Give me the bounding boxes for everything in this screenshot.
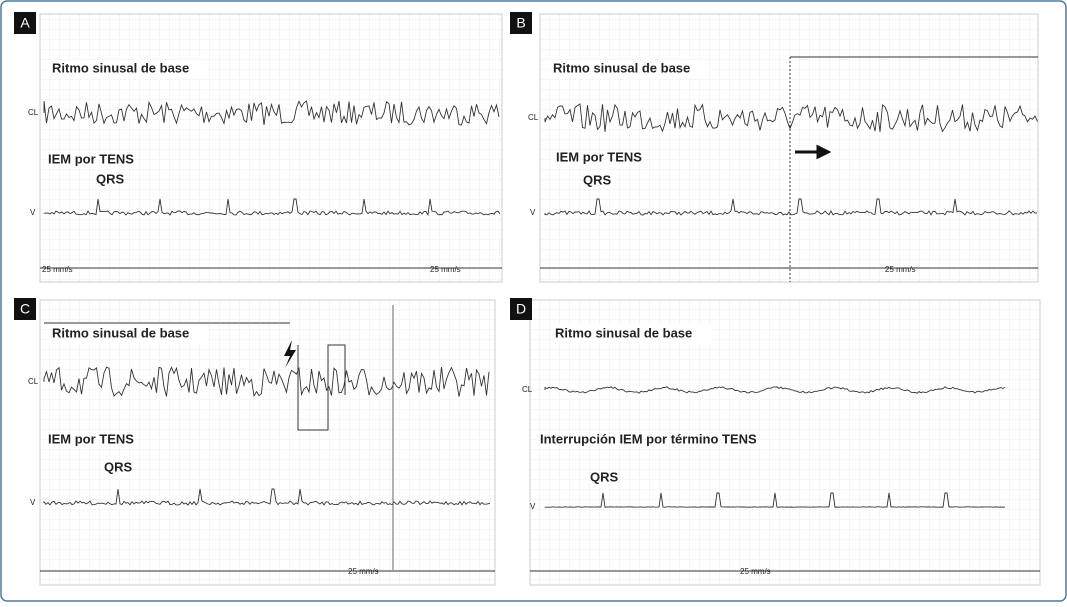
qrs-label: QRS [104, 459, 133, 474]
panel-label-box [510, 12, 532, 34]
event-label: IEM por TENS [48, 151, 134, 166]
panel-label-box [14, 12, 36, 34]
channel-label: V [30, 208, 36, 217]
v-trace [544, 492, 1006, 508]
ecg-grid [39, 299, 496, 586]
panel-label: A [20, 15, 30, 31]
rhythm-title: Ritmo sinusal de base [52, 60, 189, 75]
rhythm-title: Ritmo sinusal de base [52, 325, 189, 340]
v-trace [43, 488, 491, 506]
panel-label: B [516, 15, 525, 31]
title-bg [48, 325, 208, 343]
panel-label: D [516, 301, 526, 317]
title-bg [549, 60, 709, 78]
event-label: Interrupción IEM por término TENS [540, 431, 757, 446]
panel-label-box [14, 298, 36, 320]
paper-speed: 25 mm/s [348, 567, 379, 576]
qrs-label: QRS [590, 469, 619, 484]
paper-speed: 25 mm/s [430, 265, 461, 274]
ecg-grid [39, 13, 503, 283]
panel-label-box [510, 298, 532, 320]
channel-label: CL [28, 377, 39, 386]
title-bg [551, 325, 711, 343]
title-bg [48, 60, 208, 78]
cl-trace [544, 386, 1006, 394]
cl-trace [43, 100, 500, 126]
rhythm-title: Ritmo sinusal de base [555, 325, 692, 340]
cl-trace [43, 366, 490, 398]
shock-artifact [297, 344, 346, 431]
channel-label: V [30, 498, 36, 507]
shock-icon [284, 340, 296, 368]
channel-label: V [530, 502, 536, 511]
qrs-label: QRS [583, 172, 612, 187]
arrow [795, 144, 832, 160]
ecg-grid [529, 299, 1041, 586]
cl-trace [544, 103, 1038, 133]
paper-speed: 25 mm/s [740, 567, 771, 576]
paper-speed: 25 mm/s [885, 265, 916, 274]
channel-label: CL [28, 108, 39, 117]
channel-label: CL [522, 385, 533, 394]
ecg-grid [539, 13, 1039, 283]
channel-label: CL [528, 113, 539, 122]
event-label: IEM por TENS [556, 149, 642, 164]
channel-label: V [530, 208, 536, 217]
v-trace [43, 198, 501, 217]
panel-label: C [20, 301, 30, 317]
event-label: IEM por TENS [48, 431, 134, 446]
rhythm-title: Ritmo sinusal de base [553, 60, 690, 75]
qrs-label: QRS [96, 171, 125, 186]
paper-speed: 25 mm/s [42, 265, 73, 274]
